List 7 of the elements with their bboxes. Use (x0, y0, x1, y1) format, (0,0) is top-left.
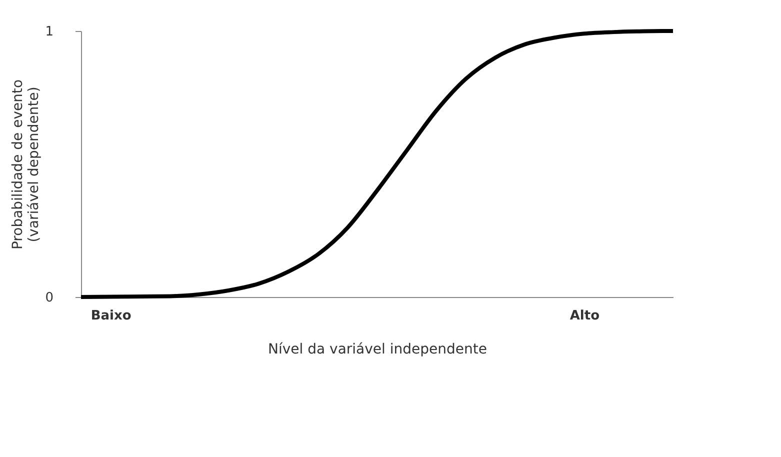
y-tick-label: 1 (45, 24, 54, 40)
x-tick-label: Baixo (90, 308, 132, 324)
x-axis-title: Nível da variável independente (268, 342, 487, 358)
x-tick-label: Alto (570, 308, 600, 324)
line-series (79, 29, 675, 299)
y-axis-title: Probabilidade de evento (variável dependente) (10, 79, 42, 250)
y-tick-label: 0 (45, 290, 54, 306)
